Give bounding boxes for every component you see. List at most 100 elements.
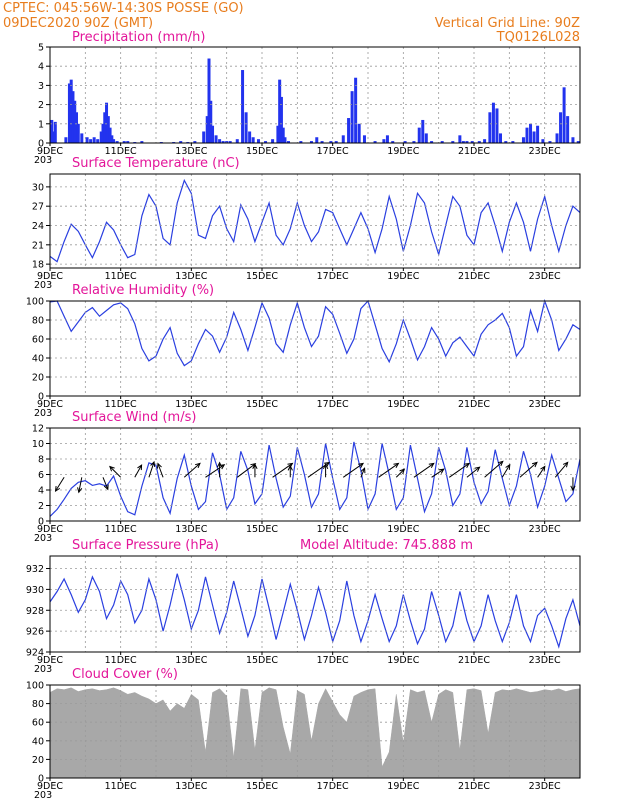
precip-bar	[218, 139, 222, 143]
pressure-xtick-label: 21DEC	[458, 655, 490, 666]
precip-bar	[477, 141, 481, 143]
wind-xtick-label: 21DEC	[458, 524, 490, 535]
wind-panel: Surface Wind (m/s) 0 2 4 6 8 10 12 9DEC 11DEC 13DE…	[32, 410, 581, 544]
temp-xtick-label: 11DEC	[105, 271, 137, 282]
pressure-title: Surface Pressure (hPa)	[72, 538, 219, 553]
precip-xtick-label: 19DEC	[387, 146, 419, 157]
precip-bar	[279, 96, 283, 143]
wind-arrow	[466, 466, 480, 478]
precip-frame	[49, 46, 581, 144]
rh-xtick-label: 13DEC	[175, 399, 207, 410]
temp-xtick-label: 17DEC	[317, 271, 349, 282]
precip-bar	[106, 116, 110, 143]
wind-arrow	[395, 468, 405, 478]
precip-bar	[96, 139, 100, 143]
temp-xtick-label: 19DEC	[387, 271, 419, 282]
wind-arrow	[431, 468, 445, 478]
pressure-xtick-label: 19DEC	[387, 655, 419, 666]
rh-ytick-label: 80	[32, 316, 44, 327]
wind-arrow-head	[531, 461, 538, 468]
pressure-series-line	[49, 573, 581, 649]
precip-bar	[209, 100, 213, 143]
wind-arrow-head	[137, 464, 143, 471]
rh-xtick-label: 21DEC	[458, 399, 490, 410]
pressure-ytick-label: 928	[26, 606, 44, 617]
wind-arrow	[148, 461, 155, 478]
precip-bar	[235, 139, 239, 143]
wind-arrow	[55, 477, 65, 492]
wind-arrow-head	[103, 484, 109, 491]
pressure-ytick-label: 926	[26, 627, 44, 638]
precip-bar	[525, 127, 529, 143]
precip-xtick-label: 9DEC	[37, 146, 63, 157]
precip-bar	[112, 139, 116, 143]
rh-frame	[49, 300, 581, 397]
wind-xtick-label: 17DEC	[317, 524, 349, 535]
temp-xtick-label: 15DEC	[246, 271, 278, 282]
cloud-xtick-label: 21DEC	[458, 781, 490, 792]
precip-bar	[202, 131, 206, 143]
precip-xtick-label: 23DEC	[529, 146, 561, 157]
header-run: 09DEC2020 90Z (GMT)	[3, 16, 153, 31]
precip-bar	[221, 141, 225, 143]
precip-bar	[140, 141, 144, 143]
precip-bar	[424, 133, 428, 143]
rh-series-line	[49, 298, 581, 367]
wind-arrow	[272, 463, 293, 478]
wind-xtick-label: 9DEC	[37, 524, 63, 535]
precip-bar	[179, 141, 183, 143]
precip-bar	[99, 131, 103, 143]
pressure-ytick-label: 932	[26, 564, 44, 575]
precip-bar	[562, 87, 566, 143]
cloud-ytick-label: 0	[38, 774, 44, 785]
precip-bar	[382, 139, 386, 143]
wind-arrow	[360, 468, 366, 478]
rh-xtick-label: 15DEC	[246, 399, 278, 410]
wind-arrow	[102, 477, 109, 490]
cloud-xtick-label: 23DEC	[529, 781, 561, 792]
precip-xtick-label: 11DEC	[105, 146, 137, 157]
precip-xtick-label: 17DEC	[317, 146, 349, 157]
precip-xtick-label: 15DEC	[246, 146, 278, 157]
temp-frame	[49, 173, 581, 269]
temp-xtick-label: 21DEC	[458, 271, 490, 282]
wind-xtick-label: 13DEC	[175, 524, 207, 535]
wind-arrow-head	[497, 460, 504, 467]
wind-xtick-label: 11DEC	[105, 524, 137, 535]
wind-arrow-head	[464, 462, 471, 469]
rh-ytick-label: 0	[38, 392, 44, 403]
wind-arrow-head	[150, 460, 156, 467]
wind-arrow	[183, 462, 201, 478]
wind-arrow-head	[399, 468, 406, 475]
precip-bar	[101, 123, 105, 143]
precip-bar	[320, 141, 324, 143]
wind-arrow-head	[474, 466, 481, 472]
precip-title: Precipitation (mm/h)	[72, 30, 205, 45]
cloud-xtick-label: 15DEC	[246, 781, 278, 792]
cloud-ytick-label: 80	[32, 699, 44, 710]
cloud-ytick-label: 20	[32, 755, 44, 766]
pressure-panel: Surface Pressure (hPa) Model Altitude: 74…	[26, 538, 581, 675]
pressure-xtick-label: 17DEC	[317, 655, 349, 666]
precip-bar	[283, 137, 287, 143]
rh-corner-label: 203	[34, 408, 52, 419]
precip-bar	[373, 141, 377, 143]
precip-bar	[76, 123, 80, 143]
wind-arrows	[54, 460, 576, 494]
wind-ytick-label: 10	[32, 439, 44, 450]
precip-bar	[276, 125, 280, 143]
precip-bar	[451, 141, 455, 143]
precip-bar	[532, 131, 536, 143]
precip-bar	[271, 139, 275, 143]
rh-ytick-label: 100	[26, 297, 44, 308]
precip-bar	[491, 102, 495, 143]
precip-bar	[105, 102, 109, 143]
wind-arrow	[378, 463, 399, 478]
precip-bar	[354, 77, 358, 143]
wind-arrow	[537, 466, 546, 478]
temp-ytick-label: 21	[32, 240, 44, 251]
precip-bar	[576, 141, 580, 143]
pressure-xtick-label: 23DEC	[529, 655, 561, 666]
wind-arrow	[519, 462, 538, 478]
precip-bar	[461, 141, 465, 143]
